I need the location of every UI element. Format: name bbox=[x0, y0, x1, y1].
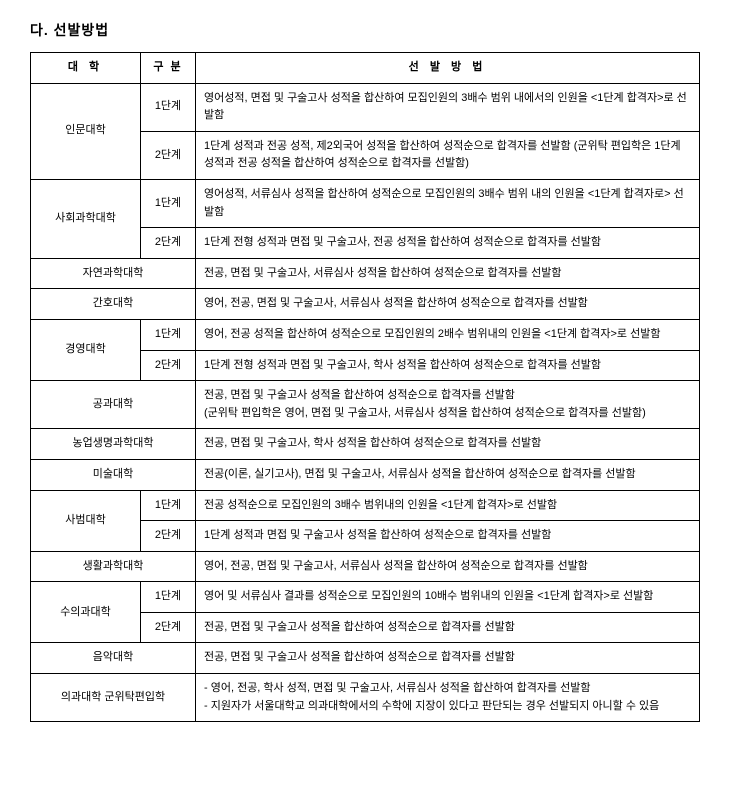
method-cell: 전공, 면접 및 구술고사 성적을 합산하여 성적순으로 합격자를 선발함 bbox=[196, 612, 700, 643]
phase-cell: 2단계 bbox=[141, 521, 196, 552]
univ-cell: 음악대학 bbox=[31, 643, 196, 674]
method-cell: 영어, 전공, 면접 및 구술고사, 서류심사 성적을 합산하여 성적순으로 합… bbox=[196, 289, 700, 320]
table-row: 간호대학영어, 전공, 면접 및 구술고사, 서류심사 성적을 합산하여 성적순… bbox=[31, 289, 700, 320]
table-row: 생활과학대학영어, 전공, 면접 및 구술고사, 서류심사 성적을 합산하여 성… bbox=[31, 551, 700, 582]
univ-cell: 수의과대학 bbox=[31, 582, 141, 643]
phase-cell: 2단계 bbox=[141, 350, 196, 381]
header-univ: 대 학 bbox=[31, 53, 141, 84]
univ-cell: 생활과학대학 bbox=[31, 551, 196, 582]
univ-cell: 경영대학 bbox=[31, 319, 141, 380]
table-row: 사범대학1단계전공 성적순으로 모집인원의 3배수 범위내의 인원을 <1단계 … bbox=[31, 490, 700, 521]
table-row: 미술대학전공(이론, 실기고사), 면접 및 구술고사, 서류심사 성적을 합산… bbox=[31, 459, 700, 490]
header-phase: 구 분 bbox=[141, 53, 196, 84]
method-cell: 전공, 면접 및 구술고사, 서류심사 성적을 합산하여 성적순으로 합격자를 … bbox=[196, 258, 700, 289]
phase-cell: 1단계 bbox=[141, 490, 196, 521]
method-cell: 1단계 전형 성적과 면접 및 구술고사, 전공 성적을 합산하여 성적순으로 … bbox=[196, 228, 700, 259]
header-method: 선 발 방 법 bbox=[196, 53, 700, 84]
phase-cell: 2단계 bbox=[141, 228, 196, 259]
univ-cell: 자연과학대학 bbox=[31, 258, 196, 289]
method-cell: 1단계 성적과 면접 및 구술고사 성적을 합산하여 성적순으로 합격자를 선발… bbox=[196, 521, 700, 552]
method-cell: 1단계 전형 성적과 면접 및 구술고사, 학사 성적을 합산하여 성적순으로 … bbox=[196, 350, 700, 381]
method-cell: 영어, 전공, 면접 및 구술고사, 서류심사 성적을 합산하여 성적순으로 합… bbox=[196, 551, 700, 582]
univ-cell: 인문대학 bbox=[31, 83, 141, 179]
univ-cell: 농업생명과학대학 bbox=[31, 429, 196, 460]
phase-cell: 1단계 bbox=[141, 83, 196, 131]
phase-cell: 1단계 bbox=[141, 582, 196, 613]
univ-cell: 공과대학 bbox=[31, 381, 196, 429]
method-cell: - 영어, 전공, 학사 성적, 면접 및 구술고사, 서류심사 성적을 합산하… bbox=[196, 674, 700, 722]
univ-cell: 사범대학 bbox=[31, 490, 141, 551]
table-row: 경영대학1단계영어, 전공 성적을 합산하여 성적순으로 모집인원의 2배수 범… bbox=[31, 319, 700, 350]
method-cell: 영어 및 서류심사 결과를 성적순으로 모집인원의 10배수 범위내의 인원을 … bbox=[196, 582, 700, 613]
table-row: 사회과학대학1단계영어성적, 서류심사 성적을 합산하여 성적순으로 모집인원의… bbox=[31, 179, 700, 227]
phase-cell: 1단계 bbox=[141, 319, 196, 350]
table-row: 의과대학 군위탁편입학- 영어, 전공, 학사 성적, 면접 및 구술고사, 서… bbox=[31, 674, 700, 722]
table-row: 인문대학1단계영어성적, 면접 및 구술고사 성적을 합산하여 모집인원의 3배… bbox=[31, 83, 700, 131]
selection-table: 대 학 구 분 선 발 방 법 인문대학1단계영어성적, 면접 및 구술고사 성… bbox=[30, 52, 700, 722]
univ-cell: 의과대학 군위탁편입학 bbox=[31, 674, 196, 722]
method-cell: 영어성적, 서류심사 성적을 합산하여 성적순으로 모집인원의 3배수 범위 내… bbox=[196, 179, 700, 227]
univ-cell: 미술대학 bbox=[31, 459, 196, 490]
method-cell: 전공, 면접 및 구술고사, 학사 성적을 합산하여 성적순으로 합격자를 선발… bbox=[196, 429, 700, 460]
table-row: 수의과대학1단계영어 및 서류심사 결과를 성적순으로 모집인원의 10배수 범… bbox=[31, 582, 700, 613]
method-cell: 1단계 성적과 전공 성적, 제2외국어 성적을 합산하여 성적순으로 합격자를… bbox=[196, 131, 700, 179]
method-cell: 영어, 전공 성적을 합산하여 성적순으로 모집인원의 2배수 범위내의 인원을… bbox=[196, 319, 700, 350]
table-row: 자연과학대학전공, 면접 및 구술고사, 서류심사 성적을 합산하여 성적순으로… bbox=[31, 258, 700, 289]
method-cell: 전공 성적순으로 모집인원의 3배수 범위내의 인원을 <1단계 합격자>로 선… bbox=[196, 490, 700, 521]
method-cell: 전공, 면접 및 구술고사 성적을 합산하여 성적순으로 합격자를 선발함 bbox=[196, 643, 700, 674]
univ-cell: 사회과학대학 bbox=[31, 179, 141, 258]
univ-cell: 간호대학 bbox=[31, 289, 196, 320]
table-row: 음악대학전공, 면접 및 구술고사 성적을 합산하여 성적순으로 합격자를 선발… bbox=[31, 643, 700, 674]
method-cell: 전공, 면접 및 구술고사 성적을 합산하여 성적순으로 합격자를 선발함 (군… bbox=[196, 381, 700, 429]
method-cell: 영어성적, 면접 및 구술고사 성적을 합산하여 모집인원의 3배수 범위 내에… bbox=[196, 83, 700, 131]
method-cell: 전공(이론, 실기고사), 면접 및 구술고사, 서류심사 성적을 합산하여 성… bbox=[196, 459, 700, 490]
section-title: 다. 선발방법 bbox=[30, 20, 700, 40]
phase-cell: 2단계 bbox=[141, 131, 196, 179]
table-row: 공과대학전공, 면접 및 구술고사 성적을 합산하여 성적순으로 합격자를 선발… bbox=[31, 381, 700, 429]
phase-cell: 2단계 bbox=[141, 612, 196, 643]
phase-cell: 1단계 bbox=[141, 179, 196, 227]
table-row: 농업생명과학대학전공, 면접 및 구술고사, 학사 성적을 합산하여 성적순으로… bbox=[31, 429, 700, 460]
